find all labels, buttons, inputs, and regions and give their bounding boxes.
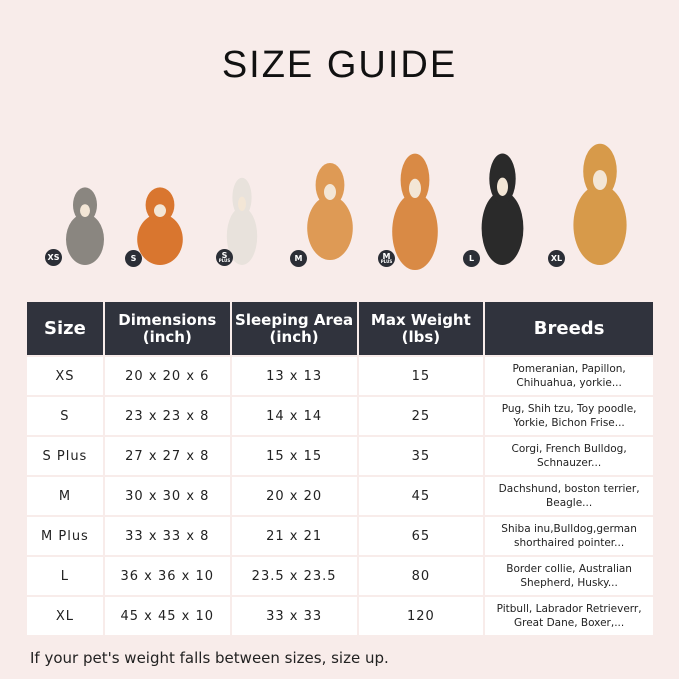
table-row: XL 45 x 45 x 10 33 x 33 120 Pitbull, Labrado… (27, 597, 653, 635)
table-cell: 15 x 15 (231, 437, 357, 475)
size-table: Size Dimensions (inch) Sleeping Area (inch) M… (25, 300, 655, 637)
table-cell: 20 x 20 (231, 477, 357, 515)
table-cell: 27 x 27 x 8 (104, 437, 230, 475)
breeds-line: Border collie, Australian (506, 563, 632, 575)
table-cell: 15 (358, 357, 484, 395)
breeds-line: Corgi, French Bulldog, (511, 443, 627, 455)
table-row: M 30 x 30 x 8 20 x 20 45 Dachshund, boston t… (27, 477, 653, 515)
column-header: Dimensions (inch) (104, 302, 230, 355)
table-cell: S (27, 397, 103, 435)
badge-label: XS (47, 253, 60, 262)
header-line1: Breeds (533, 318, 605, 339)
table-row: L 36 x 36 x 10 23.5 x 23.5 80 Border collie,… (27, 557, 653, 595)
table-cell: 30 x 30 x 8 (104, 477, 230, 515)
column-header: Max Weight (lbs) (358, 302, 484, 355)
table-cell: 45 x 45 x 10 (104, 597, 230, 635)
table-cell: 20 x 20 x 6 (104, 357, 230, 395)
breeds-line: Pug, Shih tzu, Toy poodle, (501, 403, 637, 415)
column-header: Breeds (485, 302, 653, 355)
breeds-cell: Pitbull, Labrador Retrieverr, Great Dane,… (485, 597, 653, 635)
table-cell: M (27, 477, 103, 515)
table-cell: 36 x 36 x 10 (104, 557, 230, 595)
header-line1: Sleeping Area (235, 310, 354, 329)
header-line2: (lbs) (401, 327, 441, 346)
breeds-cell: Corgi, French Bulldog, Schnauzer... (485, 437, 653, 475)
size-badge: XL (548, 250, 565, 267)
table-cell: 33 x 33 x 8 (104, 517, 230, 555)
table-cell: 33 x 33 (231, 597, 357, 635)
breeds-cell: Pug, Shih tzu, Toy poodle, Yorkie, Bichon… (485, 397, 653, 435)
table-cell: 120 (358, 597, 484, 635)
header-line2: (inch) (142, 327, 192, 346)
size-badge: S (125, 250, 142, 267)
table-cell: XL (27, 597, 103, 635)
breeds-line: Shepherd, Husky... (520, 577, 618, 589)
breeds-line: Yorkie, Bichon Frise... (513, 417, 625, 429)
header-line2: (inch) (269, 327, 319, 346)
breeds-line: Beagle... (546, 497, 593, 509)
breeds-cell: Pomeranian, Papillon, Chihuahua, yorkie..… (485, 357, 653, 395)
breeds-line: Great Dane, Boxer,... (514, 617, 625, 629)
breeds-line: Dachshund, boston terrier, (498, 483, 640, 495)
table-cell: 21 x 21 (231, 517, 357, 555)
badge-label: M (294, 254, 303, 263)
pet-image (385, 150, 445, 270)
header-line1: Dimensions (118, 310, 217, 329)
badge-label: L (468, 254, 475, 263)
size-badge: M (290, 250, 307, 267)
table-cell: 65 (358, 517, 484, 555)
breeds-cell: Dachshund, boston terrier, Beagle... (485, 477, 653, 515)
table-cell: 45 (358, 477, 484, 515)
table-cell: 23 x 23 x 8 (104, 397, 230, 435)
breeds-line: Pomeranian, Papillon, (512, 363, 626, 375)
table-row: M Plus 33 x 33 x 8 21 x 21 65 Shiba inu,Bull… (27, 517, 653, 555)
header-line1: Max Weight (370, 310, 471, 329)
page-title: SIZE GUIDE (221, 44, 458, 86)
badge-label: XL (550, 254, 563, 263)
column-header: Size (27, 302, 103, 355)
table-cell: 25 (358, 397, 484, 435)
table-row: S Plus 27 x 27 x 8 15 x 15 35 Corgi, French … (27, 437, 653, 475)
pet-image (60, 185, 110, 265)
size-badge: XS (45, 249, 62, 266)
pet-image (565, 140, 635, 265)
table-cell: L (27, 557, 103, 595)
table-row: S 23 x 23 x 8 14 x 14 25 Pug, Shih tzu, Toy … (27, 397, 653, 435)
breeds-line: Schnauzer... (537, 457, 602, 469)
pet-image (130, 185, 190, 265)
table-cell: 80 (358, 557, 484, 595)
breeds-line: Pitbull, Labrador Retrieverr, (496, 603, 642, 615)
breeds-line: shorthaired pointer... (514, 537, 625, 549)
table-cell: 13 x 13 (231, 357, 357, 395)
table-cell: S Plus (27, 437, 103, 475)
table-cell: 14 x 14 (231, 397, 357, 435)
badge-label: S (130, 254, 137, 263)
badge-label: M (382, 252, 391, 261)
badge-label: S (221, 251, 228, 260)
pet-image (475, 150, 530, 265)
badge-sub: PLUS (380, 259, 393, 264)
size-badge: S PLUS (216, 249, 233, 266)
table-cell: XS (27, 357, 103, 395)
header-line1: Size (44, 318, 86, 339)
breeds-line: Shiba inu,Bulldog,german (501, 523, 637, 535)
breeds-line: Chihuahua, yorkie... (516, 377, 622, 389)
breeds-cell: Shiba inu,Bulldog,german shorthaired poin… (485, 517, 653, 555)
table-cell: M Plus (27, 517, 103, 555)
table-row: XS 20 x 20 x 6 13 x 13 15 Pomeranian, Papill… (27, 357, 653, 395)
pet-image (222, 175, 262, 265)
pet-image (300, 160, 360, 260)
size-badge: M PLUS (378, 250, 395, 267)
breeds-cell: Border collie, Australian Shepherd, Husky… (485, 557, 653, 595)
size-badge: L (463, 250, 480, 267)
sizing-note: If your pet's weight falls between sizes… (30, 649, 389, 667)
table-cell: 23.5 x 23.5 (231, 557, 357, 595)
column-header: Sleeping Area (inch) (231, 302, 357, 355)
table-cell: 35 (358, 437, 484, 475)
badge-sub: PLUS (218, 258, 231, 263)
